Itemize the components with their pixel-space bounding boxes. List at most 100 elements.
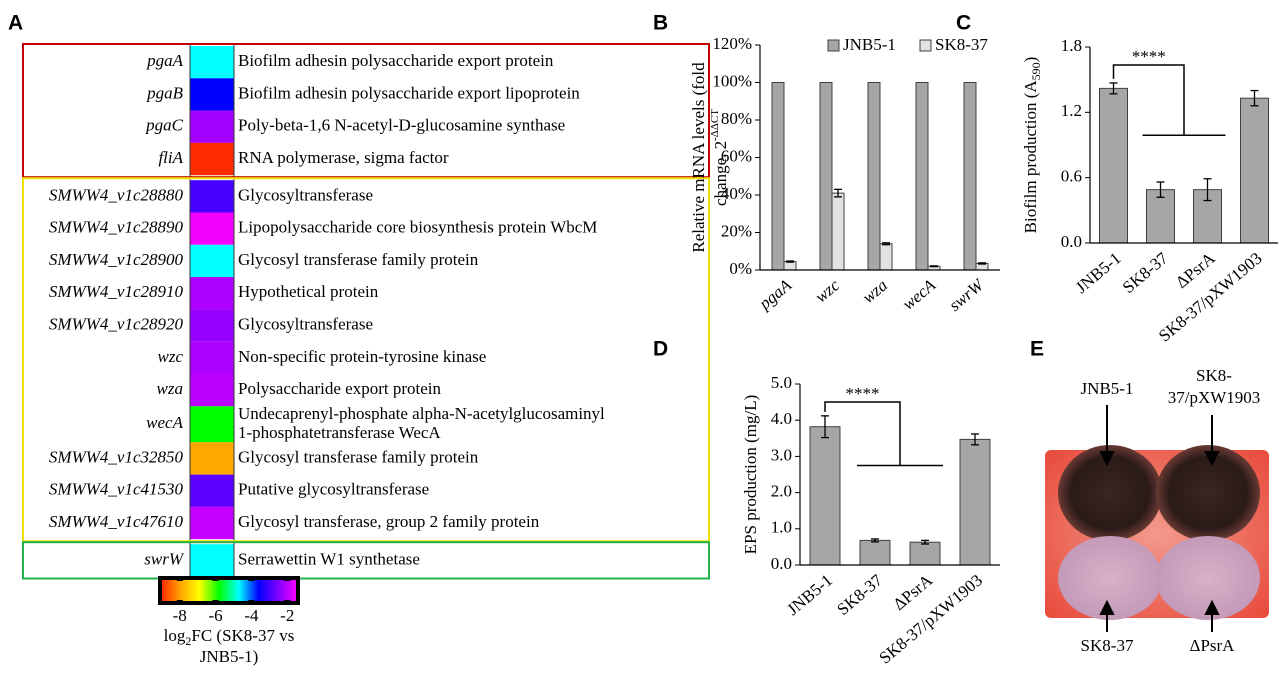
label-part: log xyxy=(164,626,186,645)
y-axis-label: Biofilm production (A590) xyxy=(1021,57,1043,234)
bar xyxy=(784,262,796,270)
bar xyxy=(880,244,892,270)
legend-label: JNB5-1 xyxy=(843,35,896,54)
x-tick-label: swrW xyxy=(945,274,988,315)
x-tick-label: wzc xyxy=(811,275,843,306)
panel-letter: A xyxy=(8,12,23,35)
heatmap-cell xyxy=(190,180,234,212)
gene-name: SMWW4_v1c32850 xyxy=(49,447,184,466)
heatmap-cell xyxy=(190,406,234,442)
heatmap-cell xyxy=(190,78,234,110)
legend-swatch xyxy=(920,40,931,51)
y-tick-label: 0.6 xyxy=(1061,167,1082,186)
heatmap-cell xyxy=(190,277,234,309)
colorbar-label: log2FC (SK8-37 vs xyxy=(164,626,295,648)
bar xyxy=(832,193,844,270)
bar xyxy=(868,83,880,271)
bar xyxy=(964,83,976,271)
y-tick-label: 0% xyxy=(729,259,752,278)
heatmap-cell xyxy=(190,213,234,245)
heatmap-cell xyxy=(190,46,234,78)
bar xyxy=(1100,88,1128,243)
strain-label: SK8- xyxy=(1196,366,1232,385)
colorbar-tick xyxy=(284,576,290,581)
gene-description: 1-phosphatetransferase WecA xyxy=(238,423,441,442)
y-tick-label: 0.0 xyxy=(1061,232,1082,251)
x-tick-label: pgaA xyxy=(755,275,796,314)
gene-name: swrW xyxy=(144,549,185,568)
strain-label: JNB5-1 xyxy=(1081,379,1134,398)
bar xyxy=(960,439,990,565)
strain-label: 37/pXW1903 xyxy=(1168,388,1261,407)
x-tick-label: SK8-37 xyxy=(1119,248,1172,297)
bar xyxy=(910,542,940,565)
colorbar-tick-label: -6 xyxy=(208,606,222,625)
gene-name: SMWW4_v1c28890 xyxy=(49,218,184,237)
gene-name: pgaA xyxy=(146,51,184,70)
gene-description: Putative glycosyltransferase xyxy=(238,480,429,499)
gene-description: Polysaccharide export protein xyxy=(238,379,441,398)
strain-label: SK8-37 xyxy=(1081,636,1134,655)
x-tick-label: wza xyxy=(859,276,891,308)
y-tick-label: 0.0 xyxy=(771,554,792,573)
colorbar-tick xyxy=(248,600,254,605)
gene-name: SMWW4_v1c28910 xyxy=(49,282,184,301)
legend-label: SK8-37 xyxy=(935,35,988,54)
gene-name: SMWW4_v1c28880 xyxy=(49,185,184,204)
gene-description: Glycosyl transferase, group 2 family pro… xyxy=(238,512,540,531)
y-tick-label: 1.0 xyxy=(771,518,792,537)
heatmap-cell xyxy=(190,245,234,277)
x-tick-label: JNB5-1 xyxy=(1072,249,1125,298)
figure: A E JNB5-1 SK8- 37/pXW1903 SK8-37 ΔPsrA … xyxy=(0,0,1280,674)
gene-description: Non-specific protein-tyrosine kinase xyxy=(238,347,486,366)
y-tick-label: 5.0 xyxy=(771,373,792,392)
gene-name: fliA xyxy=(158,148,183,167)
y-tick-label: 4.0 xyxy=(771,409,792,428)
label-part: 590 xyxy=(1029,62,1043,80)
heatmap-cell xyxy=(190,111,234,143)
gene-name: SMWW4_v1c28900 xyxy=(49,250,184,269)
gene-description: Lipopolysaccharide core biosynthesis pro… xyxy=(238,218,597,237)
gene-name: SMWW4_v1c47610 xyxy=(49,512,184,531)
y-axis-label: EPS production (mg/L) xyxy=(741,395,760,555)
gene-description: Glycosyltransferase xyxy=(238,314,373,333)
gene-description: Biofilm adhesin polysaccharide export li… xyxy=(238,83,580,102)
bar xyxy=(820,83,832,271)
gene-description: Biofilm adhesin polysaccharide export pr… xyxy=(238,51,554,70)
bar xyxy=(860,540,890,565)
gene-description: Glycosyl transferase family protein xyxy=(238,447,479,466)
label-part: FC (SK8-37 vs xyxy=(191,626,294,645)
y-tick-label: 80% xyxy=(721,109,752,128)
colorbar-tick xyxy=(248,576,254,581)
significance-label: **** xyxy=(1132,47,1166,66)
label-part: ) xyxy=(1021,57,1040,63)
colorbar xyxy=(160,578,298,603)
panel-letter: E xyxy=(1030,338,1044,361)
heatmap-cell xyxy=(190,342,234,374)
gene-name: wza xyxy=(157,379,183,398)
significance-label: **** xyxy=(846,384,880,403)
colorbar-tick xyxy=(177,576,183,581)
colorbar-tick xyxy=(177,600,183,605)
gene-name: wecA xyxy=(146,413,183,432)
colorbar-tick xyxy=(213,576,219,581)
gene-description: Undecaprenyl-phosphate alpha-N-acetylglu… xyxy=(238,404,605,423)
label-part: EPS production (mg/L) xyxy=(741,395,760,555)
heatmap-cell xyxy=(190,143,234,175)
gene-description: RNA polymerase, sigma factor xyxy=(238,148,449,167)
y-tick-label: 2.0 xyxy=(771,482,792,501)
strain-label: ΔPsrA xyxy=(1190,636,1236,655)
x-tick-label: JNB5-1 xyxy=(783,571,836,620)
heatmap-cell xyxy=(190,475,234,507)
y-tick-label: 20% xyxy=(721,221,752,240)
gene-description: Hypothetical protein xyxy=(238,282,379,301)
y-axis-label: Relative mRNA levels (fold xyxy=(689,62,708,253)
gene-name: wzc xyxy=(158,347,184,366)
heatmap-cell xyxy=(190,544,234,576)
colorbar-tick-label: -8 xyxy=(173,606,187,625)
colorbar-tick xyxy=(213,600,219,605)
gene-description: Serrawettin W1 synthetase xyxy=(238,549,420,568)
plate-photo xyxy=(1045,405,1269,632)
y-tick-label: 120% xyxy=(712,34,752,53)
bar xyxy=(772,83,784,271)
